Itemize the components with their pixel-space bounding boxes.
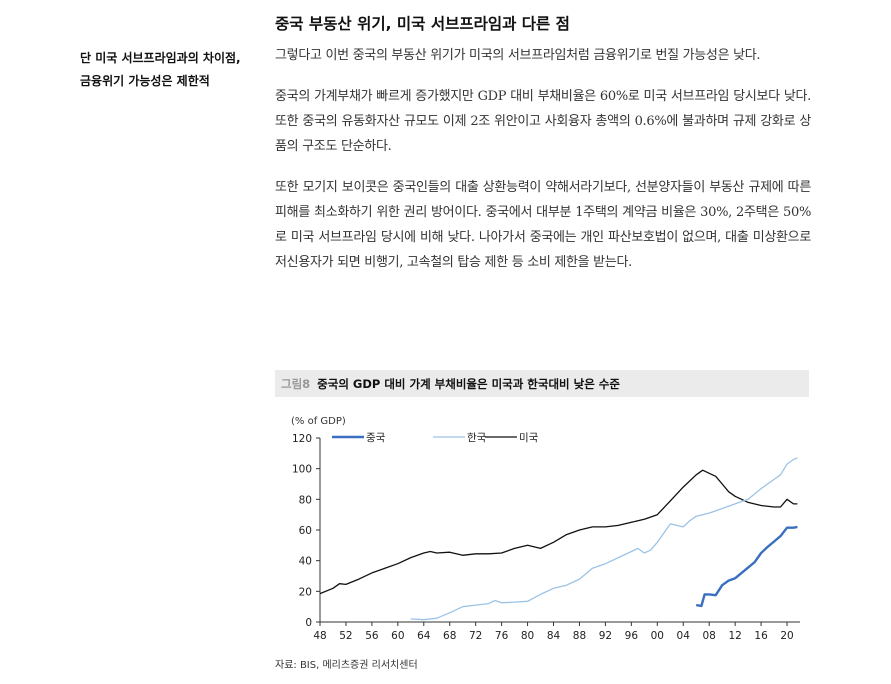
sidebar-line-2: 금융위기 가능성은 제한적 bbox=[80, 74, 210, 88]
x-tick-label: 56 bbox=[365, 630, 379, 642]
x-tick-label: 48 bbox=[313, 630, 326, 642]
x-tick-label: 84 bbox=[547, 630, 561, 642]
y-tick-label: 20 bbox=[299, 586, 312, 598]
figure-title: 중국의 GDP 대비 가계 부채비율은 미국과 한국대비 낮은 수준 bbox=[317, 376, 620, 391]
x-tick-label: 08 bbox=[703, 630, 716, 642]
x-tick-label: 68 bbox=[443, 630, 456, 642]
x-tick-label: 64 bbox=[417, 630, 431, 642]
line-chart: (% of GDP) 0 20 40 60 80 100 120 48 52 56 60 64 68 72… bbox=[291, 416, 800, 642]
legend-label-2: 한국 bbox=[467, 432, 487, 444]
x-tick-label: 80 bbox=[521, 630, 534, 642]
y-tick-label: 120 bbox=[292, 433, 312, 445]
paragraph-3: 또한 모기지 보이콧은 중국인들의 대출 상환능력이 약해서라기보다, 선분양자… bbox=[275, 180, 811, 270]
x-tick-label: 92 bbox=[599, 630, 612, 642]
y-tick-label: 100 bbox=[292, 464, 312, 476]
y-axis-label: (% of GDP) bbox=[291, 416, 346, 427]
x-tick-label: 76 bbox=[495, 630, 509, 642]
x-tick-label: 12 bbox=[728, 630, 741, 642]
section-title: 중국 부동산 위기, 미국 서브프라임과 다른 점 bbox=[275, 15, 570, 33]
figure-source: 자료: BIS, 메리츠증권 리서치센터 bbox=[275, 660, 418, 671]
x-tick-label: 04 bbox=[677, 630, 691, 642]
x-tick-label: 60 bbox=[391, 630, 404, 642]
x-tick-label: 52 bbox=[339, 630, 352, 642]
sidebar-line-1: 단 미국 서브프라임과의 차이점, bbox=[80, 51, 241, 65]
figure-header: 그림8 중국의 GDP 대비 가계 부채비율은 미국과 한국대비 낮은 수준 bbox=[275, 370, 809, 397]
y-tick-label: 60 bbox=[299, 525, 312, 537]
x-tick-label: 72 bbox=[469, 630, 482, 642]
x-tick-label: 16 bbox=[754, 630, 768, 642]
series-line-2 bbox=[410, 457, 798, 621]
sidebar-summary: 단 미국 서브프라임과의 차이점, 금융위기 가능성은 제한적 bbox=[80, 47, 260, 93]
x-tick-label: 88 bbox=[573, 630, 586, 642]
paragraph-1: 그렇다고 이번 중국의 부동산 위기가 미국의 서브프라임처럼 금융위기로 번질… bbox=[275, 48, 761, 63]
y-tick-label: 40 bbox=[299, 556, 312, 568]
legend-label-3: 미국 bbox=[519, 432, 539, 444]
series-line-1 bbox=[696, 525, 798, 608]
series-line-3 bbox=[319, 469, 798, 595]
figure-label: 그림8 bbox=[281, 376, 311, 391]
legend-label-1: 중국 bbox=[366, 432, 386, 444]
x-tick-label: 20 bbox=[780, 630, 793, 642]
main-content: 중국 부동산 위기, 미국 서브프라임과 다른 점 그렇다고 이번 중국의 부동… bbox=[275, 12, 811, 291]
paragraph-2: 중국의 가계부채가 빠르게 증가했지만 GDP 대비 부채비율은 60%로 미국… bbox=[275, 89, 811, 154]
y-tick-label: 0 bbox=[305, 617, 312, 629]
x-tick-label: 00 bbox=[651, 630, 664, 642]
y-tick-label: 80 bbox=[299, 494, 312, 506]
x-tick-label: 96 bbox=[625, 630, 639, 642]
